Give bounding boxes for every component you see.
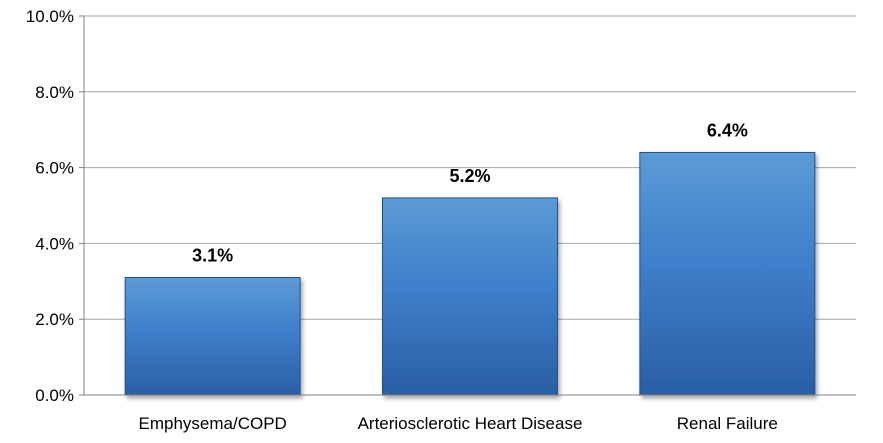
bar [639, 151, 816, 396]
bar [124, 277, 301, 396]
bars [124, 151, 816, 396]
y-tick-label: 4.0% [35, 234, 74, 253]
x-axis-category-labels: Emphysema/COPD Arteriosclerotic Heart Dis… [139, 414, 778, 433]
axes [79, 15, 856, 396]
y-axis-tick-labels: 0.0% 2.0% 4.0% 6.0% 8.0% 10.0% [26, 7, 74, 405]
data-label: 6.4% [707, 120, 748, 140]
data-labels: 3.1% 5.2% 6.4% [192, 120, 748, 265]
y-tick-label: 2.0% [35, 310, 74, 329]
x-tick-label: Arteriosclerotic Heart Disease [358, 414, 583, 433]
data-label: 5.2% [449, 166, 490, 186]
x-tick-label: Emphysema/COPD [139, 414, 287, 433]
y-tick-label: 10.0% [26, 7, 74, 26]
y-tick-label: 6.0% [35, 159, 74, 178]
data-label: 3.1% [192, 246, 233, 266]
x-tick-label: Renal Failure [677, 414, 778, 433]
y-tick-label: 8.0% [35, 83, 74, 102]
y-tick-label: 0.0% [35, 386, 74, 405]
bar [382, 197, 558, 396]
